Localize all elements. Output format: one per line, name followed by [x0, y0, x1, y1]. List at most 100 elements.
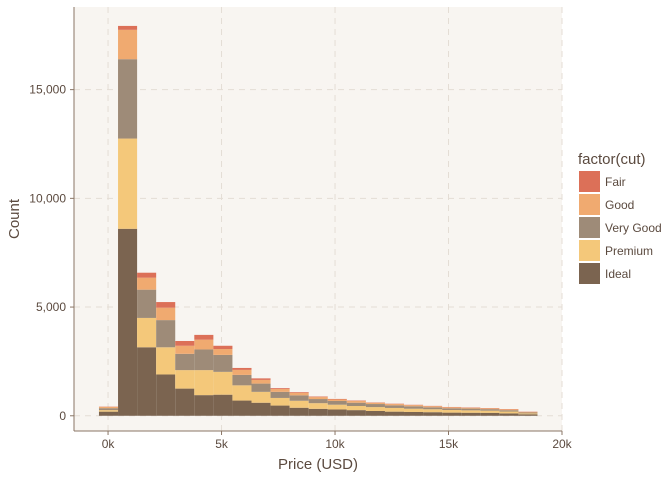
bar-segment — [289, 407, 309, 416]
y-ticks: 0 5,000 10,000 15,000 — [29, 83, 74, 423]
bar-segment — [461, 407, 481, 409]
bar-segment — [156, 374, 176, 416]
bar-segment — [270, 388, 290, 390]
bar-segment — [327, 399, 347, 401]
bar-segment — [194, 334, 214, 340]
bar-segment — [384, 404, 405, 406]
bar-segment — [423, 412, 443, 416]
bar-segment — [404, 405, 424, 407]
bar-segment — [156, 302, 176, 308]
bar-segment — [308, 408, 328, 416]
x-axis-title: Price (USD) — [278, 456, 358, 473]
legend-key-good — [579, 194, 600, 215]
histogram-bars — [98, 25, 538, 416]
bar-segment — [251, 391, 271, 403]
bar-segment — [442, 408, 462, 411]
legend-key-very-good — [579, 217, 600, 238]
bar-segment — [327, 409, 347, 416]
bar-segment — [308, 399, 328, 404]
bar-segment — [156, 347, 176, 375]
bar-segment — [118, 29, 138, 60]
bar-segment — [365, 402, 385, 405]
y-tick-label: 15,000 — [29, 83, 66, 97]
bar-segment — [270, 397, 290, 406]
bar-segment — [480, 412, 500, 416]
bar-segment — [251, 379, 271, 384]
bar-segment — [518, 412, 538, 414]
bar-segment — [232, 367, 252, 370]
bar-segment — [480, 409, 500, 411]
bar-segment — [365, 410, 385, 416]
bar-segment — [213, 394, 233, 416]
legend-key-ideal — [579, 263, 600, 284]
bar-segment — [175, 345, 195, 354]
legend-title: factor(cut) — [578, 151, 646, 168]
series-fair — [98, 25, 538, 412]
bar-segment — [346, 410, 366, 416]
bar-segment — [499, 411, 519, 414]
bar-segment — [461, 412, 481, 416]
bar-segment — [442, 407, 462, 409]
axes — [73, 7, 562, 432]
bar-segment — [308, 397, 328, 400]
bar-segment — [118, 228, 138, 416]
bar-segment — [499, 409, 519, 411]
bar-segment — [327, 398, 347, 400]
x-tick-label: 10k — [325, 437, 345, 451]
bar-segment — [270, 389, 290, 392]
series-very-good — [98, 59, 538, 414]
legend-label: Very Good — [605, 221, 662, 235]
bar-segment — [518, 413, 538, 415]
bar-segment — [308, 396, 328, 398]
bar-segment — [327, 400, 347, 405]
bar-segment — [518, 414, 538, 416]
legend-label: Good — [605, 198, 634, 212]
bar-segment — [270, 391, 290, 398]
bar-segment — [175, 388, 195, 416]
bar-segment — [308, 403, 328, 409]
bar-segment — [98, 410, 119, 412]
x-tick-label: 15k — [439, 437, 459, 451]
bar-segment — [518, 411, 538, 413]
bar-segment — [137, 277, 157, 290]
bar-segment — [289, 392, 309, 393]
series-premium — [98, 138, 538, 415]
bar-segment — [232, 374, 252, 386]
bar-segment — [442, 412, 462, 416]
bar-segment — [499, 410, 519, 412]
legend-label: Fair — [605, 175, 626, 189]
bar-segment — [156, 307, 176, 321]
x-tick-label: 5k — [215, 437, 229, 451]
bar-segment — [404, 406, 424, 409]
bar-segment — [270, 405, 290, 416]
bar-segment — [442, 410, 462, 413]
bar-segment — [384, 407, 405, 412]
bar-segment — [213, 349, 233, 355]
legend-label: Premium — [605, 244, 653, 258]
bar-segment — [137, 272, 157, 278]
bar-segment — [137, 347, 157, 416]
bar-segment — [118, 138, 138, 229]
bar-segment — [118, 25, 138, 30]
bar-segment — [232, 400, 252, 416]
x-tick-label: 0k — [102, 437, 116, 451]
bar-segment — [480, 408, 500, 410]
bar-segment — [232, 385, 252, 401]
bar-segment — [194, 370, 214, 396]
x-tick-label: 20k — [552, 437, 572, 451]
bar-segment — [327, 404, 347, 410]
bar-segment — [251, 378, 271, 380]
bar-segment — [98, 406, 119, 409]
bar-segment — [346, 402, 366, 406]
bar-segment — [289, 392, 309, 396]
bar-segment — [213, 345, 233, 350]
bar-segment — [251, 383, 271, 392]
bar-segment — [194, 339, 214, 350]
bar-segment — [98, 408, 119, 411]
bar-segment — [156, 320, 176, 348]
bar-segment — [118, 59, 138, 139]
legend-key-fair — [579, 171, 600, 192]
y-tick-label: 5,000 — [36, 300, 66, 314]
bar-segment — [365, 404, 385, 408]
legend-label: Ideal — [605, 267, 631, 281]
